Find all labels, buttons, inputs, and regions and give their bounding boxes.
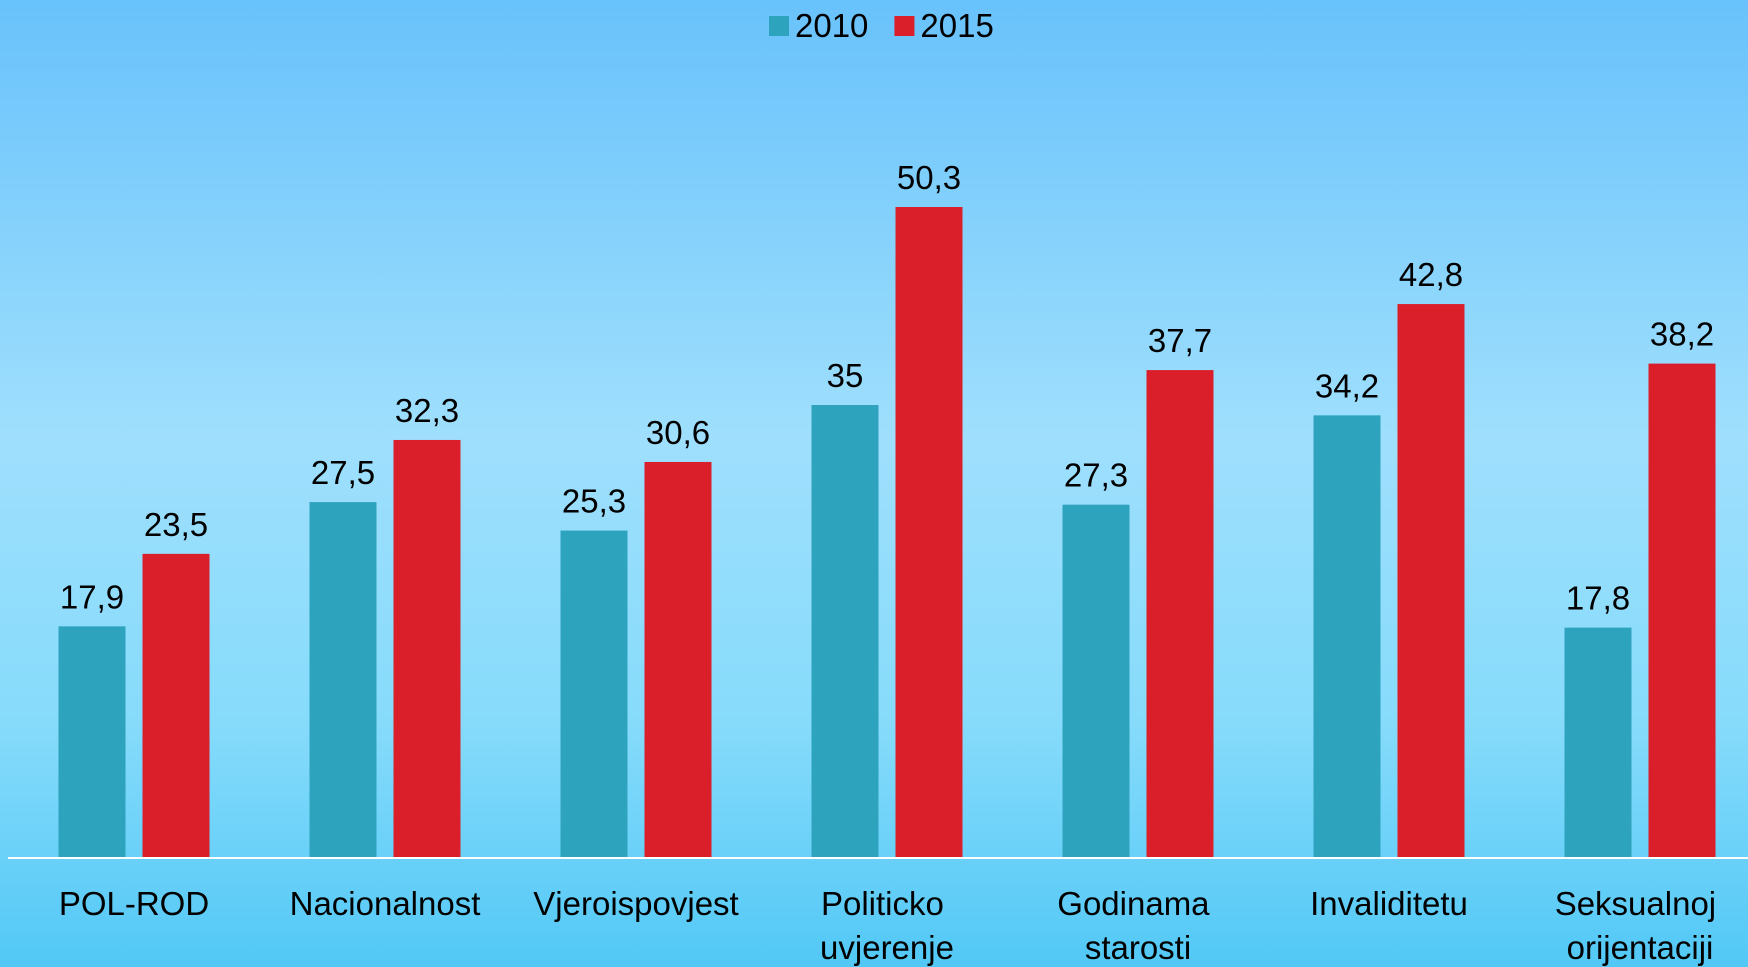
x-tick-label: Godinama starosti xyxy=(1057,885,1218,966)
bar xyxy=(1313,415,1381,858)
bar xyxy=(560,530,628,858)
bar xyxy=(644,461,712,858)
bar xyxy=(811,405,879,858)
bar xyxy=(142,553,210,858)
bar xyxy=(1648,363,1716,858)
legend-label: 2010 xyxy=(795,7,868,44)
legend-swatch xyxy=(894,16,915,36)
data-label: 35 xyxy=(827,357,864,394)
data-label: 17,8 xyxy=(1566,580,1630,617)
x-tick-label: Nacionalnost xyxy=(290,885,481,922)
data-label: 50,3 xyxy=(897,159,961,196)
bar xyxy=(393,439,461,858)
data-label: 38,2 xyxy=(1650,316,1714,353)
legend-swatch xyxy=(769,16,789,36)
data-label: 27,5 xyxy=(311,454,375,491)
x-tick-label-line: Politicko xyxy=(821,885,953,922)
data-label: 42,8 xyxy=(1399,256,1463,293)
x-tick-label: Invaliditetu xyxy=(1310,885,1468,922)
x-tick-label-line: Seksualnoj xyxy=(1555,885,1726,922)
x-tick-label-line: orijentaciji xyxy=(1567,929,1714,966)
data-label: 34,2 xyxy=(1315,367,1379,404)
bar xyxy=(58,626,126,858)
bar xyxy=(1564,627,1632,858)
bar xyxy=(1146,370,1214,858)
x-tick-label-line: uvjerenje xyxy=(820,929,954,966)
bar xyxy=(1397,304,1465,858)
data-label: 30,6 xyxy=(646,414,710,451)
data-label: 23,5 xyxy=(144,506,208,543)
x-tick-label-line: Godinama xyxy=(1057,885,1218,922)
x-tick-label: POL-ROD xyxy=(59,885,209,922)
data-label: 37,7 xyxy=(1148,322,1212,359)
x-tick-label: Vjeroispovjest xyxy=(533,885,738,922)
bar xyxy=(895,207,963,858)
bar xyxy=(1062,504,1130,858)
x-tick-label: Seksualnoj orijentaciji xyxy=(1555,885,1726,966)
x-tick-label-line: starosti xyxy=(1085,929,1191,966)
legend-label: 2015 xyxy=(920,7,993,44)
data-label: 17,9 xyxy=(60,578,124,615)
data-label: 27,3 xyxy=(1064,457,1128,494)
data-label: 32,3 xyxy=(395,392,459,429)
data-label: 25,3 xyxy=(562,483,626,520)
x-tick-label: Politicko uvjerenje xyxy=(820,885,954,966)
bar xyxy=(309,502,377,858)
